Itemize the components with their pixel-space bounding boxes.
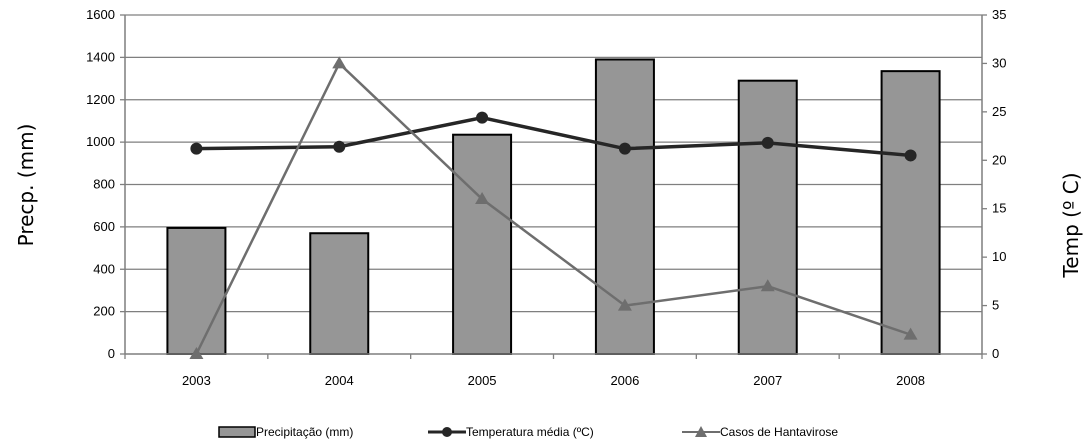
y-tick-label-right-4: 20 bbox=[992, 152, 1006, 167]
y-tick-label-right-6: 30 bbox=[992, 55, 1006, 70]
legend-bar-swatch bbox=[218, 426, 256, 438]
x-tick-label-2006: 2006 bbox=[610, 373, 639, 388]
legend-line-swatch-triangle bbox=[682, 426, 720, 437]
temperature-point-2005 bbox=[476, 111, 489, 124]
y-tick-label-right-1: 5 bbox=[992, 298, 999, 313]
y-tick-label-left-7: 1400 bbox=[86, 49, 115, 64]
hantavirus-point-2005 bbox=[475, 192, 490, 205]
y-tick-label-left-2: 400 bbox=[93, 261, 115, 276]
legend-label-precipitation: Precipitação (mm) bbox=[256, 425, 354, 439]
bar-2008 bbox=[880, 70, 941, 355]
grid-lines bbox=[125, 14, 982, 313]
x-tick-label-2004: 2004 bbox=[325, 373, 354, 388]
hantavirus-point-2003 bbox=[189, 347, 204, 359]
hantavirus-line bbox=[195, 61, 911, 355]
y-axis-label-left: Precp. (mm) bbox=[14, 123, 38, 247]
bar-2004 bbox=[309, 232, 370, 355]
legend-item-temperature: Temperatura média (ºC) bbox=[428, 425, 594, 439]
axes bbox=[120, 14, 987, 359]
hantavirus-point-2008 bbox=[903, 327, 918, 340]
temperature-point-2006 bbox=[618, 142, 631, 155]
hantavirus-point-2007 bbox=[760, 279, 775, 292]
legend-label-temperature: Temperatura média (ºC) bbox=[466, 425, 594, 439]
precipitation-bars bbox=[166, 58, 941, 356]
temperature-line bbox=[196, 115, 911, 158]
legend: Precipitação (mm) Temperatura média (ºC)… bbox=[0, 425, 1086, 441]
temperature-point-2008 bbox=[904, 149, 917, 162]
temperature-point-2003 bbox=[190, 142, 203, 155]
x-tick-label-2003: 2003 bbox=[182, 373, 211, 388]
y-tick-label-left-6: 1200 bbox=[86, 92, 115, 107]
y-tick-label-right-3: 15 bbox=[992, 201, 1006, 216]
x-tick-label-2005: 2005 bbox=[468, 373, 497, 388]
y-tick-label-left-5: 1000 bbox=[86, 134, 115, 149]
y-axis-label-right: Temp (º C) bbox=[1059, 172, 1083, 278]
y-tick-label-left-8: 1600 bbox=[86, 7, 115, 22]
bar-2003 bbox=[166, 226, 227, 355]
legend-item-hantavirus: Casos de Hantavirose bbox=[682, 425, 838, 439]
y-tick-label-left-3: 600 bbox=[93, 219, 115, 234]
hantavirus-point-2004 bbox=[332, 56, 347, 69]
hantavirus-point-2006 bbox=[617, 298, 632, 311]
legend-item-precipitation: Precipitação (mm) bbox=[218, 425, 353, 439]
bar-2005 bbox=[452, 133, 513, 355]
y-tick-label-left-1: 200 bbox=[93, 304, 115, 319]
y-tick-label-right-5: 25 bbox=[992, 104, 1006, 119]
bar-2007 bbox=[737, 79, 798, 356]
x-tick-label-2007: 2007 bbox=[753, 373, 782, 388]
legend-label-hantavirus: Casos de Hantavirose bbox=[720, 425, 839, 439]
x-tick-label-2008: 2008 bbox=[896, 373, 925, 388]
y-tick-label-right-0: 0 bbox=[992, 346, 999, 361]
temperature-point-2004 bbox=[333, 140, 346, 153]
y-tick-label-right-7: 35 bbox=[992, 7, 1006, 22]
y-tick-label-left-4: 800 bbox=[93, 177, 115, 192]
legend-line-swatch-circle bbox=[428, 427, 466, 437]
temperature-point-2007 bbox=[761, 136, 774, 149]
tick-labels: 0 200 400 600 800 1000 1200 1400 1600 0 5 10 15 20 25 3… bbox=[86, 7, 1006, 388]
y-tick-label-left-0: 0 bbox=[108, 346, 115, 361]
y-tick-label-right-2: 10 bbox=[992, 249, 1006, 264]
line-series bbox=[189, 56, 918, 359]
